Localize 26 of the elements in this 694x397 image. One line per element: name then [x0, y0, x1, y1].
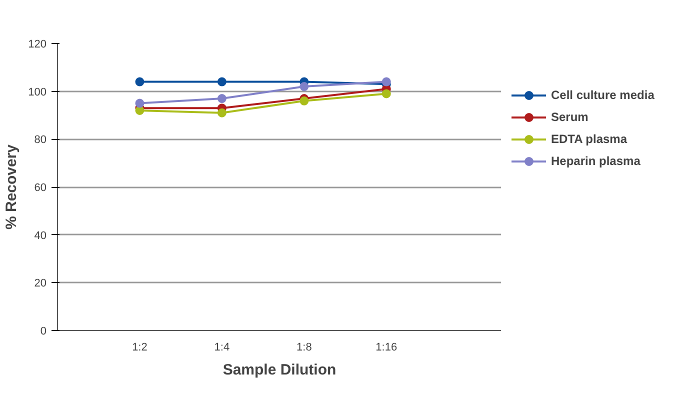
legend-label: Serum: [551, 110, 588, 124]
legend-label: Heparin plasma: [551, 154, 640, 168]
point: [300, 82, 309, 92]
y-axis-title: % Recovery: [3, 144, 20, 230]
point: [217, 94, 226, 103]
point: [300, 96, 309, 106]
y-tick-label: 20: [34, 278, 47, 290]
point: [382, 89, 391, 98]
point: [217, 108, 226, 118]
point: [217, 77, 226, 86]
y-tick-label: 0: [40, 326, 47, 338]
x-tick-label: 1:16: [376, 342, 398, 354]
point: [135, 77, 144, 86]
x-tick-label: 1:8: [296, 342, 312, 354]
y-tick-label: 60: [34, 182, 47, 194]
legend-label: EDTA plasma: [551, 132, 628, 146]
x-tick-label: 1:2: [132, 342, 148, 354]
point: [135, 98, 144, 108]
y-tick-label: 40: [34, 230, 47, 242]
y-tick-label: 80: [34, 134, 47, 146]
point: [382, 77, 391, 86]
x-tick-label: 1:4: [214, 342, 230, 354]
x-axis-title: Sample Dilution: [222, 362, 336, 378]
y-tick-label: 120: [28, 38, 47, 50]
legend-label: Cell culture media: [551, 88, 654, 102]
y-tick-label: 100: [28, 86, 47, 98]
